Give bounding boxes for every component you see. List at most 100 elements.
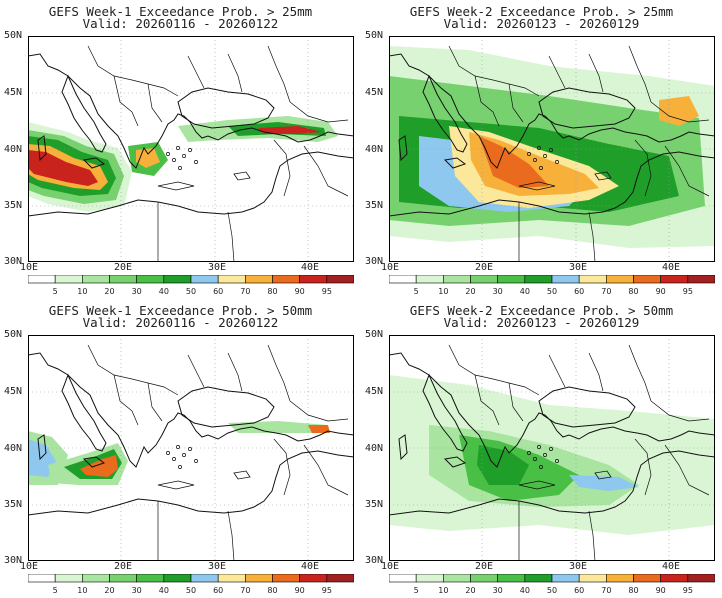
country-border bbox=[303, 444, 349, 496]
country-border bbox=[87, 45, 179, 97]
country-border bbox=[187, 55, 205, 89]
colorbar-swatch bbox=[389, 574, 417, 583]
colorbar-swatch bbox=[163, 574, 192, 583]
island bbox=[194, 160, 198, 164]
island bbox=[182, 453, 186, 457]
country-border bbox=[227, 510, 235, 561]
colorbar-label: 50 bbox=[547, 586, 557, 595]
colorbar-label: 80 bbox=[628, 586, 638, 595]
colorbar-swatch bbox=[163, 275, 192, 284]
lon-label-30e: 30E bbox=[569, 561, 588, 572]
map-frame bbox=[28, 36, 354, 262]
colorbar-label: 90 bbox=[295, 287, 305, 296]
country-border bbox=[87, 344, 179, 396]
panel-week2-25mm: GEFS Week-2 Exceedance Prob. > 25mm Vali… bbox=[361, 0, 722, 299]
island bbox=[543, 154, 547, 158]
probability-map bbox=[389, 36, 715, 262]
lat-label-40n: 40N bbox=[365, 144, 384, 155]
panel-title: GEFS Week-1 Exceedance Prob. > 25mm bbox=[48, 4, 313, 19]
country-border bbox=[650, 101, 710, 123]
colorbar-label: 30 bbox=[132, 586, 142, 595]
island bbox=[555, 160, 559, 164]
country-border bbox=[289, 400, 349, 422]
island bbox=[549, 148, 553, 152]
coastline-africa bbox=[389, 450, 715, 516]
colorbar-swatch bbox=[190, 275, 219, 284]
lon-label-30e: 30E bbox=[208, 561, 227, 572]
colorbar-swatch bbox=[606, 574, 634, 583]
lon-label-40e: 40E bbox=[662, 561, 681, 572]
country-border bbox=[273, 139, 291, 197]
coastline bbox=[28, 352, 354, 468]
island bbox=[178, 166, 182, 170]
coastline bbox=[389, 352, 715, 468]
colorbar-swatch bbox=[54, 574, 83, 583]
coastline-sardinia bbox=[398, 434, 408, 461]
probability-contour bbox=[258, 126, 322, 134]
colorbar-swatch bbox=[326, 574, 354, 583]
coastline-sicily bbox=[82, 456, 106, 468]
colorbar-label: 30 bbox=[132, 287, 142, 296]
country-border bbox=[508, 83, 524, 123]
colorbar: 5 10 20 30 40 50 60 70 80 90 95 bbox=[28, 275, 354, 296]
colorbar-label: 70 bbox=[240, 586, 250, 595]
country-border bbox=[474, 374, 500, 426]
coastline-sicily bbox=[443, 157, 467, 169]
map-frame bbox=[389, 36, 715, 262]
country-border bbox=[628, 344, 652, 402]
island bbox=[537, 445, 541, 449]
probability-contour bbox=[28, 150, 98, 186]
colorbar-swatch bbox=[217, 574, 246, 583]
colorbar-label: 60 bbox=[213, 586, 223, 595]
probability-contour bbox=[479, 136, 549, 188]
island bbox=[549, 447, 553, 451]
lon-label-20e: 20E bbox=[475, 262, 494, 273]
lon-label-40e: 40E bbox=[301, 262, 320, 273]
lat-label-35n: 35N bbox=[365, 499, 384, 510]
coastline-cyprus bbox=[233, 171, 251, 181]
colorbar-swatch bbox=[109, 275, 137, 284]
lon-label-10e: 10E bbox=[381, 561, 400, 572]
colorbar-swatch bbox=[415, 574, 444, 583]
colorbar-swatch bbox=[28, 275, 56, 284]
panel-title: GEFS Week-2 Exceedance Prob. > 25mm bbox=[409, 4, 674, 19]
colorbar-label: 40 bbox=[520, 287, 530, 296]
coastline-black-sea bbox=[538, 386, 636, 428]
colorbar-swatch bbox=[687, 275, 715, 284]
panel-week1-25mm: GEFS Week-1 Exceedance Prob. > 25mm Vali… bbox=[0, 0, 361, 299]
colorbar-swatch bbox=[415, 275, 444, 284]
island bbox=[176, 146, 180, 150]
colorbar-swatch bbox=[82, 574, 110, 583]
country-border bbox=[147, 382, 163, 422]
colorbar-label: 5 bbox=[53, 287, 58, 296]
probability-map bbox=[28, 36, 354, 262]
colorbar-label: 40 bbox=[159, 586, 169, 595]
island bbox=[166, 152, 170, 156]
coastline-sicily bbox=[443, 456, 467, 468]
island bbox=[188, 148, 192, 152]
map-frame bbox=[389, 335, 715, 561]
coastline-italy bbox=[61, 74, 107, 153]
probability-contour bbox=[659, 96, 699, 126]
country-border bbox=[227, 211, 235, 262]
lat-label-30n: 30N bbox=[4, 256, 23, 267]
country-border bbox=[448, 344, 540, 396]
lon-label-10e: 10E bbox=[20, 561, 39, 572]
colorbar-label: 95 bbox=[683, 287, 693, 296]
lon-label-20e: 20E bbox=[114, 262, 133, 273]
lat-label-40n: 40N bbox=[365, 443, 384, 454]
country-border bbox=[588, 510, 596, 561]
country-border bbox=[588, 53, 604, 93]
colorbar-swatch bbox=[578, 275, 607, 284]
colorbar-swatch bbox=[136, 275, 165, 284]
island bbox=[527, 451, 531, 455]
lat-label-50n: 50N bbox=[365, 30, 384, 41]
coastline-crete bbox=[518, 181, 556, 191]
colorbar-label: 80 bbox=[267, 586, 277, 595]
colorbar-swatch bbox=[524, 275, 553, 284]
colorbar-label: 80 bbox=[628, 287, 638, 296]
colorbar-swatch bbox=[470, 275, 498, 284]
country-border bbox=[227, 352, 243, 392]
colorbar-label: 5 bbox=[414, 586, 419, 595]
colorbar-label: 30 bbox=[493, 586, 503, 595]
